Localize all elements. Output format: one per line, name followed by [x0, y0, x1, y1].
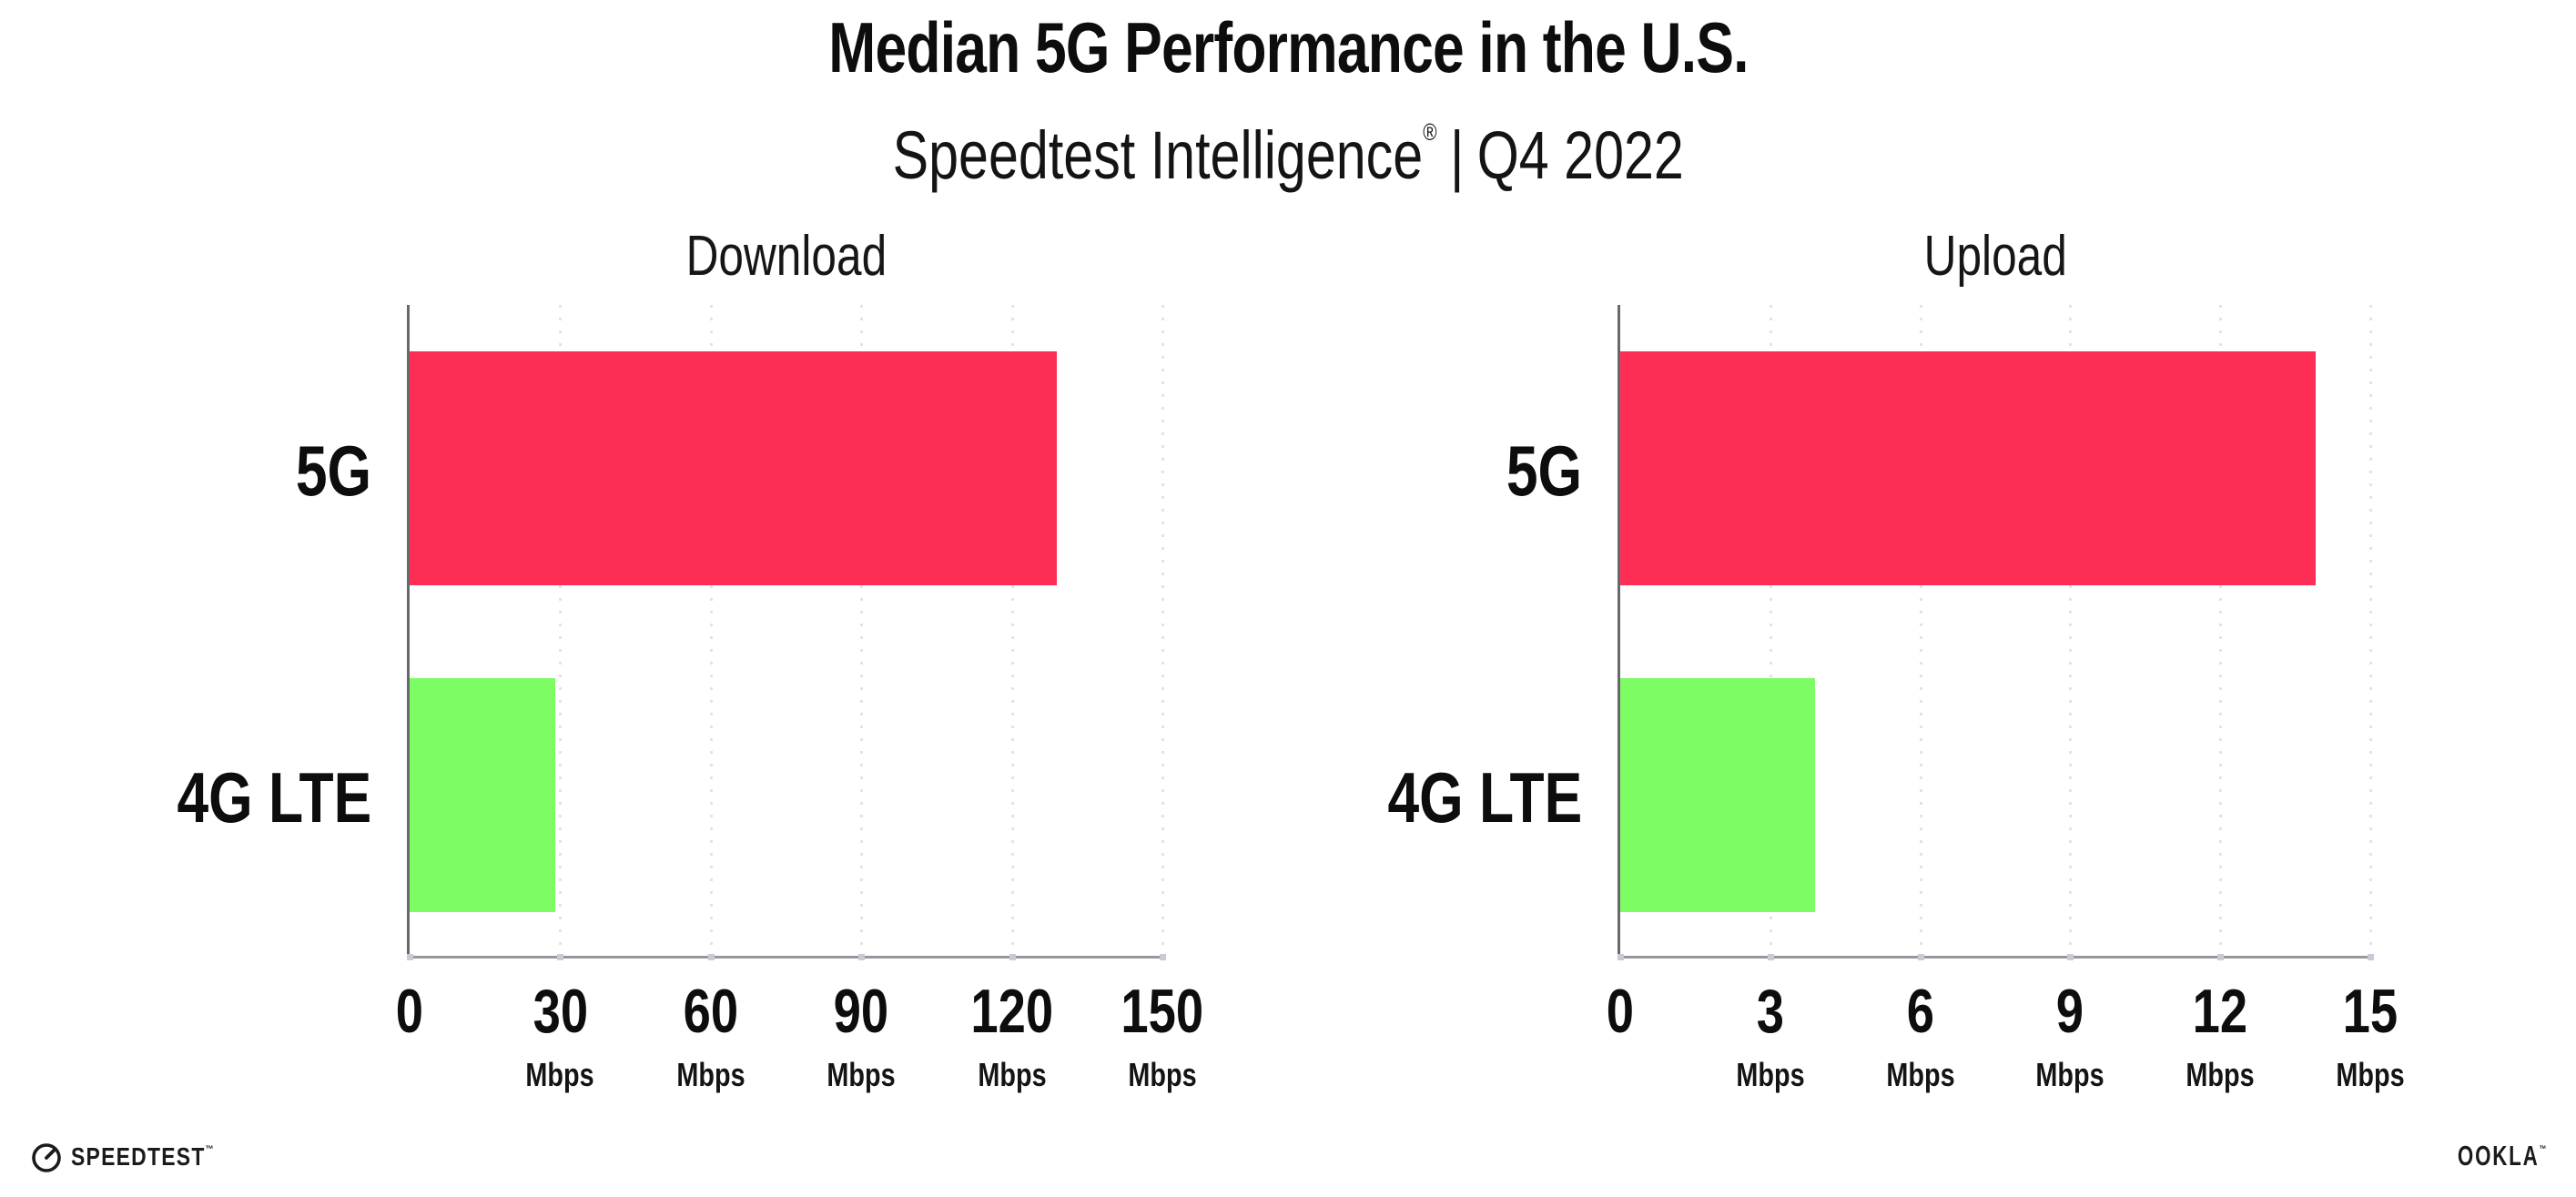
- bar-4g-lte: [410, 678, 555, 912]
- chart-title-upload: Upload: [1923, 225, 2067, 288]
- x-tick-mark-30: [557, 954, 564, 960]
- ookla-logo: OOKLA™: [2423, 1140, 2546, 1172]
- x-tick-mark-3: [1767, 954, 1774, 960]
- speedtest-gauge-icon: [32, 1143, 61, 1172]
- x-tick-unit-label-90: Mbps: [827, 1056, 896, 1093]
- bar-5g: [410, 351, 1058, 585]
- category-label-4g-lte: 4G LTE: [1387, 757, 1582, 837]
- x-tick-unit-label-9: Mbps: [2035, 1056, 2104, 1093]
- page-title-text: Median 5G Performance in the U.S.: [827, 7, 1749, 87]
- x-tick-mark-60: [707, 954, 715, 960]
- x-tick-mark-120: [1009, 954, 1016, 960]
- registered-trademark-icon: ®: [1422, 118, 1437, 146]
- x-tick-unit-label-15: Mbps: [2336, 1056, 2405, 1093]
- x-tick-mark-12: [2217, 954, 2225, 960]
- x-tick-mark-9: [2067, 954, 2074, 960]
- x-tick-mark-6: [1917, 954, 1924, 960]
- upload-chart-plot-area: Upload 5G 4G LTE 0 3 Mbps 6 Mbps 9 Mbps 12 Mbps 15 Mb…: [1387, 225, 2404, 1093]
- category-label-4g-lte: 4G LTE: [177, 757, 371, 837]
- gridline-6-mbps: [1919, 305, 1922, 956]
- bar-5g: [1620, 351, 2316, 585]
- subtitle-brand: Speedtest Intelligence: [892, 117, 1423, 193]
- page-title: Median 5G Performance in the U.S.: [0, 5, 2576, 89]
- x-tick-label-30: 30: [532, 977, 588, 1046]
- x-tick-mark-15: [2368, 954, 2374, 960]
- x-tick-unit-label-30: Mbps: [525, 1056, 594, 1093]
- x-tick-label-0: 0: [1606, 977, 1635, 1046]
- speedtest-logo: SPEEDTEST™: [30, 1135, 245, 1179]
- x-tick-unit-label-120: Mbps: [977, 1056, 1047, 1093]
- x-tick-label-12: 12: [2192, 977, 2248, 1046]
- gridline-150-mbps: [1161, 305, 1164, 956]
- x-tick-label-60: 60: [683, 977, 739, 1046]
- x-tick-mark-0: [1618, 954, 1624, 960]
- x-tick-label-90: 90: [833, 977, 889, 1046]
- gridline-9-mbps: [2069, 305, 2073, 956]
- gridline-12-mbps: [2219, 305, 2223, 956]
- download-chart-plot-area: Download 5G 4G LTE 0 30 Mbps 60 Mbps 90 Mbps 120 Mb…: [177, 225, 1203, 1093]
- x-tick-label-3: 3: [1756, 977, 1784, 1046]
- x-tick-label-150: 150: [1121, 977, 1204, 1046]
- gridline-30-mbps: [559, 305, 563, 956]
- x-tick-unit-label-150: Mbps: [1128, 1056, 1197, 1093]
- subtitle-period: Q4 2022: [1476, 117, 1684, 193]
- chart-title-download: Download: [685, 225, 887, 288]
- gridline-120-mbps: [1010, 305, 1014, 956]
- gridline-15-mbps: [2369, 305, 2372, 956]
- category-label-5g: 5G: [295, 431, 371, 511]
- subtitle-separator: |: [1449, 117, 1465, 193]
- x-tick-mark-0: [407, 954, 413, 960]
- gridline-90-mbps: [860, 305, 864, 956]
- x-tick-mark-90: [858, 954, 866, 960]
- page-subtitle: Speedtest Intelligence® | Q4 2022: [0, 87, 2576, 200]
- gridline-60-mbps: [709, 305, 713, 956]
- x-tick-label-0: 0: [395, 977, 424, 1046]
- category-label-5g: 5G: [1506, 431, 1582, 511]
- x-tick-unit-label-60: Mbps: [676, 1056, 745, 1093]
- ookla-logo-text: OOKLA: [2457, 1140, 2540, 1172]
- speedtest-logo-text: SPEEDTEST™: [71, 1142, 214, 1171]
- x-tick-label-15: 15: [2342, 977, 2399, 1046]
- x-tick-unit-label-3: Mbps: [1736, 1056, 1805, 1093]
- x-tick-unit-label-6: Mbps: [1885, 1056, 1955, 1093]
- speedtest-trademark-icon: ™: [205, 1144, 214, 1155]
- ookla-trademark-icon: ™: [2539, 1144, 2546, 1155]
- x-tick-label-120: 120: [970, 977, 1053, 1046]
- gridline-3-mbps: [1769, 305, 1772, 956]
- x-tick-mark-150: [1160, 954, 1166, 960]
- x-tick-label-6: 6: [1906, 977, 1934, 1046]
- x-tick-unit-label-12: Mbps: [2186, 1056, 2255, 1093]
- bar-4g-lte: [1620, 678, 1816, 912]
- x-tick-label-9: 9: [2056, 977, 2084, 1046]
